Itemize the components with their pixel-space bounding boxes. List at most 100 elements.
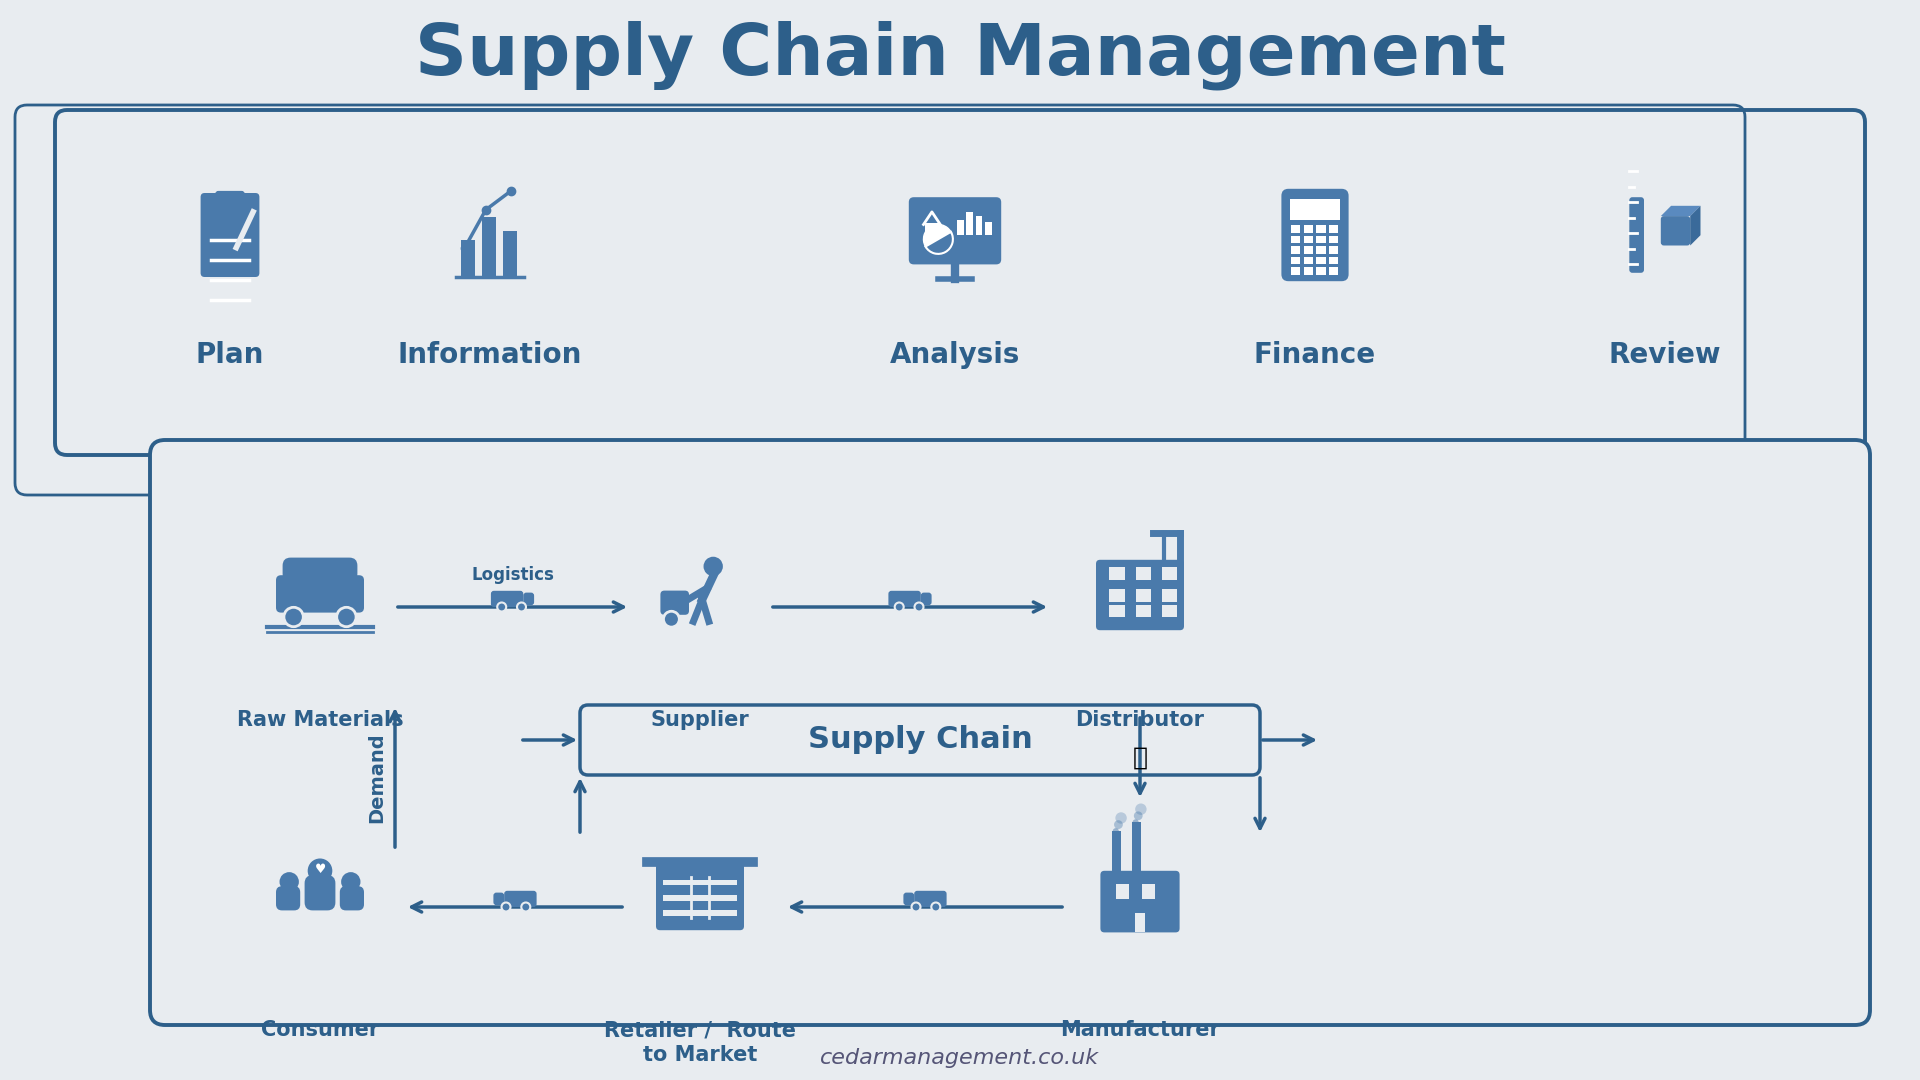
Circle shape xyxy=(912,903,920,912)
Text: ♥: ♥ xyxy=(315,863,326,877)
FancyBboxPatch shape xyxy=(1100,870,1179,932)
Text: Supply Chain Management: Supply Chain Management xyxy=(415,21,1505,90)
Text: Finance: Finance xyxy=(1254,341,1377,369)
Text: Consumer: Consumer xyxy=(261,1020,378,1040)
FancyBboxPatch shape xyxy=(305,875,336,910)
FancyBboxPatch shape xyxy=(1630,198,1644,273)
Circle shape xyxy=(280,873,300,891)
Bar xyxy=(1317,226,1325,233)
FancyBboxPatch shape xyxy=(1281,189,1348,281)
Circle shape xyxy=(703,556,722,576)
Bar xyxy=(503,231,516,276)
Bar xyxy=(1304,226,1313,233)
Bar xyxy=(1133,822,1140,870)
Wedge shape xyxy=(925,232,952,254)
Text: Retailer /  Route
to Market: Retailer / Route to Market xyxy=(605,1020,797,1065)
Text: Plan: Plan xyxy=(196,341,265,369)
Bar xyxy=(956,220,964,235)
Circle shape xyxy=(516,603,526,611)
Bar xyxy=(1304,235,1313,243)
Bar xyxy=(975,216,983,235)
Circle shape xyxy=(336,607,355,626)
Text: Raw Materials: Raw Materials xyxy=(236,710,403,730)
Bar xyxy=(1135,605,1150,617)
Bar xyxy=(925,224,939,235)
Bar xyxy=(1290,235,1300,243)
Bar xyxy=(461,240,476,276)
Bar xyxy=(966,212,973,235)
FancyBboxPatch shape xyxy=(922,593,931,605)
Text: Supply Chain: Supply Chain xyxy=(808,726,1033,755)
Bar xyxy=(1317,246,1325,254)
Bar xyxy=(1329,257,1338,265)
FancyBboxPatch shape xyxy=(889,591,922,607)
FancyBboxPatch shape xyxy=(276,576,365,612)
Polygon shape xyxy=(1661,206,1701,216)
Bar xyxy=(1135,913,1146,932)
Circle shape xyxy=(307,859,332,883)
Text: Distributor: Distributor xyxy=(1075,710,1204,730)
Bar xyxy=(1162,605,1177,617)
Bar xyxy=(1110,567,1125,580)
FancyBboxPatch shape xyxy=(580,705,1260,775)
Bar xyxy=(1135,590,1150,602)
Bar xyxy=(662,879,737,886)
Bar xyxy=(1112,832,1121,870)
FancyBboxPatch shape xyxy=(56,110,1864,455)
Bar xyxy=(1290,226,1300,233)
Bar xyxy=(1304,257,1313,265)
Text: Demand: Demand xyxy=(367,732,386,823)
Bar xyxy=(1290,246,1300,254)
FancyBboxPatch shape xyxy=(200,193,259,276)
Circle shape xyxy=(1133,820,1139,825)
Bar xyxy=(662,895,737,901)
Bar xyxy=(1304,246,1313,254)
Text: Review: Review xyxy=(1609,341,1720,369)
FancyBboxPatch shape xyxy=(505,891,536,907)
Bar xyxy=(1162,567,1177,580)
Circle shape xyxy=(501,903,511,912)
Wedge shape xyxy=(924,225,950,246)
Bar xyxy=(1317,235,1325,243)
FancyBboxPatch shape xyxy=(524,593,534,605)
FancyBboxPatch shape xyxy=(282,557,357,582)
Text: Information: Information xyxy=(397,341,582,369)
Bar xyxy=(1317,268,1325,275)
FancyBboxPatch shape xyxy=(1661,216,1690,245)
Circle shape xyxy=(522,903,530,912)
FancyBboxPatch shape xyxy=(493,892,505,905)
Polygon shape xyxy=(1690,206,1701,245)
Bar xyxy=(1162,590,1177,602)
Bar xyxy=(1317,257,1325,265)
FancyBboxPatch shape xyxy=(340,887,365,910)
Bar xyxy=(985,222,991,235)
Circle shape xyxy=(914,603,924,611)
Circle shape xyxy=(664,611,680,627)
Bar xyxy=(1135,567,1150,580)
Circle shape xyxy=(1135,811,1142,820)
Bar xyxy=(482,217,495,276)
Bar xyxy=(1329,226,1338,233)
Circle shape xyxy=(1135,804,1146,815)
Bar xyxy=(1329,235,1338,243)
Circle shape xyxy=(931,903,941,912)
Bar xyxy=(1110,605,1125,617)
Circle shape xyxy=(1116,812,1127,824)
Text: Logistics: Logistics xyxy=(470,566,555,583)
Text: 🔑: 🔑 xyxy=(1133,745,1148,769)
Bar xyxy=(1290,268,1300,275)
Bar xyxy=(1116,885,1129,900)
Text: Supplier: Supplier xyxy=(651,710,749,730)
Bar xyxy=(1290,257,1300,265)
Circle shape xyxy=(497,603,507,611)
FancyBboxPatch shape xyxy=(660,591,689,615)
Text: cedarmanagement.co.uk: cedarmanagement.co.uk xyxy=(820,1048,1100,1068)
FancyBboxPatch shape xyxy=(276,887,300,910)
Bar xyxy=(1329,268,1338,275)
FancyBboxPatch shape xyxy=(492,591,524,607)
Text: Analysis: Analysis xyxy=(889,341,1020,369)
Bar xyxy=(662,910,737,916)
FancyBboxPatch shape xyxy=(150,440,1870,1025)
FancyBboxPatch shape xyxy=(914,891,947,907)
Bar xyxy=(1304,268,1313,275)
